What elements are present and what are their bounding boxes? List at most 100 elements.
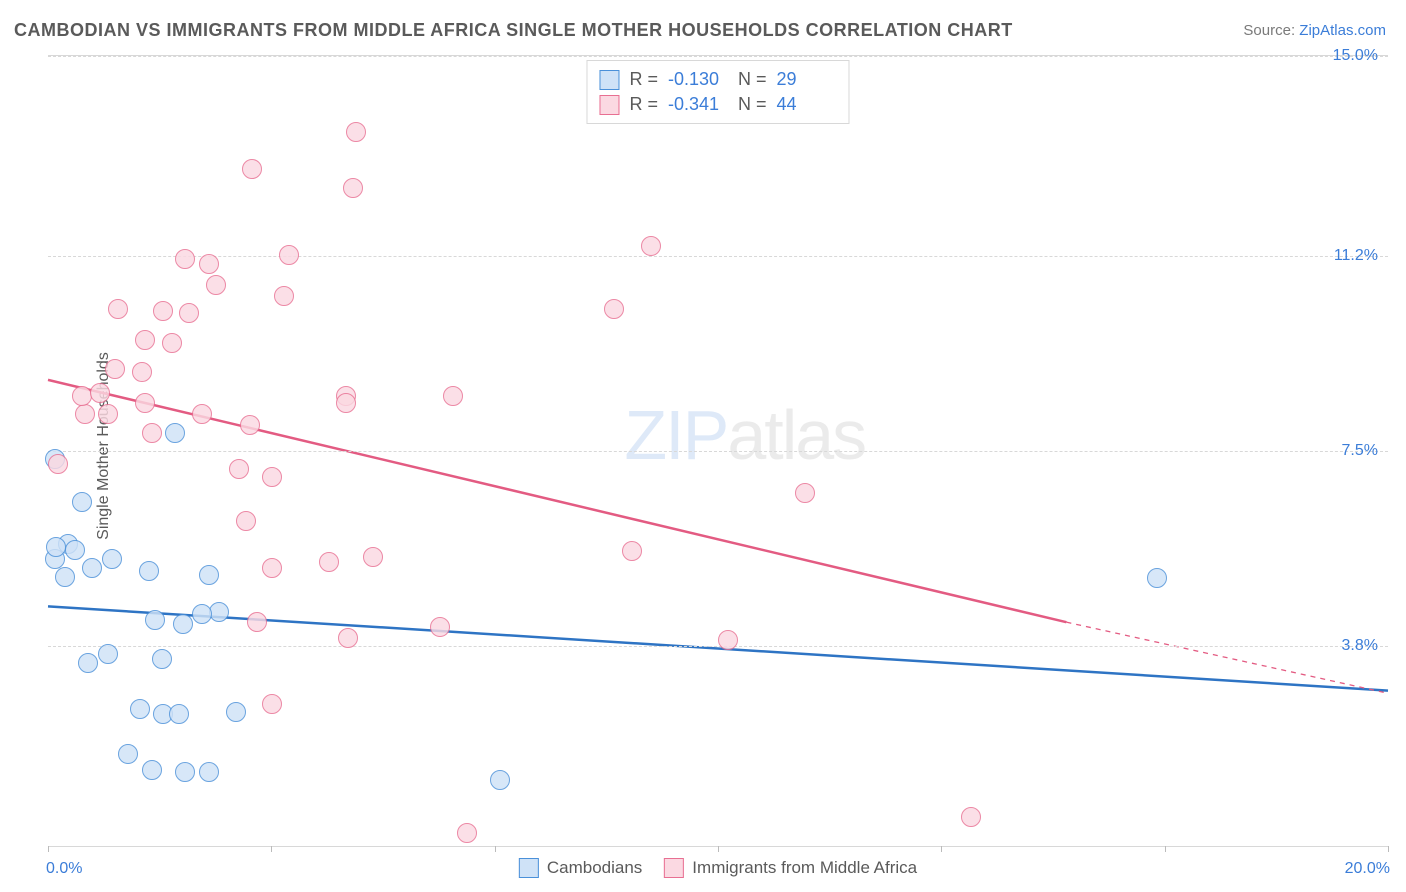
scatter-point-blue (145, 610, 165, 630)
scatter-point-blue (118, 744, 138, 764)
x-axis-max: 20.0% (1345, 860, 1390, 878)
scatter-point-pink (262, 694, 282, 714)
x-tick-mark (1388, 846, 1389, 852)
scatter-point-blue (199, 762, 219, 782)
r-value: -0.130 (668, 69, 728, 90)
scatter-point-pink (175, 249, 195, 269)
legend-label: Cambodians (547, 858, 642, 878)
scatter-point-pink (795, 483, 815, 503)
scatter-point-pink (247, 612, 267, 632)
scatter-point-pink (718, 630, 738, 650)
scatter-point-pink (262, 467, 282, 487)
trend-line-dashed-pink (1066, 622, 1388, 693)
y-tick-label: 15.0% (1333, 47, 1378, 65)
scatter-point-pink (430, 617, 450, 637)
scatter-point-pink (153, 301, 173, 321)
scatter-point-blue (46, 537, 66, 557)
x-tick-mark (1165, 846, 1166, 852)
correlation-stats-box: R = -0.130 N = 29 R = -0.341 N = 44 (586, 60, 849, 124)
scatter-point-pink (142, 423, 162, 443)
gridline (48, 451, 1388, 452)
scatter-point-pink (338, 628, 358, 648)
scatter-point-blue (173, 614, 193, 634)
scatter-point-pink (242, 159, 262, 179)
chart-container: CAMBODIAN VS IMMIGRANTS FROM MIDDLE AFRI… (0, 0, 1406, 892)
scatter-point-blue (139, 561, 159, 581)
scatter-point-pink (105, 359, 125, 379)
scatter-point-pink (274, 286, 294, 306)
x-tick-mark (718, 846, 719, 852)
scatter-point-pink (961, 807, 981, 827)
watermark-atlas: atlas (727, 396, 865, 474)
scatter-point-blue (199, 565, 219, 585)
scatter-point-blue (65, 540, 85, 560)
scatter-point-pink (135, 330, 155, 350)
legend-swatch-pink (664, 858, 684, 878)
scatter-point-pink (75, 404, 95, 424)
scatter-point-blue (98, 644, 118, 664)
legend-item-blue: Cambodians (519, 858, 642, 878)
r-label: R = (629, 94, 658, 115)
gridline (48, 256, 1388, 257)
x-tick-mark (941, 846, 942, 852)
scatter-point-pink (206, 275, 226, 295)
scatter-point-pink (319, 552, 339, 572)
x-tick-mark (495, 846, 496, 852)
scatter-point-pink (98, 404, 118, 424)
n-label: N = (738, 69, 767, 90)
legend: Cambodians Immigrants from Middle Africa (519, 858, 917, 878)
stat-row-blue: R = -0.130 N = 29 (599, 67, 836, 92)
scatter-point-pink (262, 558, 282, 578)
scatter-point-pink (363, 547, 383, 567)
scatter-point-pink (622, 541, 642, 561)
x-tick-mark (48, 846, 49, 852)
scatter-point-blue (82, 558, 102, 578)
legend-swatch-blue (519, 858, 539, 878)
scatter-point-pink (236, 511, 256, 531)
scatter-point-pink (135, 393, 155, 413)
n-label: N = (738, 94, 767, 115)
source-attribution: Source: ZipAtlas.com (1243, 22, 1386, 39)
scatter-point-blue (142, 760, 162, 780)
y-tick-label: 11.2% (1334, 247, 1378, 265)
r-value: -0.341 (668, 94, 728, 115)
scatter-point-pink (604, 299, 624, 319)
x-axis-min: 0.0% (46, 860, 82, 878)
y-tick-label: 7.5% (1342, 442, 1378, 460)
scatter-point-blue (1147, 568, 1167, 588)
source-link[interactable]: ZipAtlas.com (1299, 22, 1386, 39)
chart-title: CAMBODIAN VS IMMIGRANTS FROM MIDDLE AFRI… (14, 20, 1013, 41)
scatter-point-pink (162, 333, 182, 353)
plot-area: ZIPatlas R =-0.130N =29R =-0.341N =44 0.… (48, 55, 1388, 847)
source-label: Source: (1243, 22, 1299, 39)
scatter-point-pink (240, 415, 260, 435)
stat-row-pink: R = -0.341 N = 44 (599, 92, 836, 117)
scatter-point-blue (102, 549, 122, 569)
scatter-point-pink (108, 299, 128, 319)
n-value: 44 (777, 94, 837, 115)
scatter-point-pink (192, 404, 212, 424)
scatter-point-pink (179, 303, 199, 323)
legend-item-pink: Immigrants from Middle Africa (664, 858, 917, 878)
scatter-point-blue (226, 702, 246, 722)
scatter-point-blue (72, 492, 92, 512)
scatter-point-blue (78, 653, 98, 673)
scatter-point-blue (192, 604, 212, 624)
scatter-point-pink (199, 254, 219, 274)
legend-swatch-blue (599, 70, 619, 90)
n-value: 29 (777, 69, 837, 90)
scatter-point-pink (132, 362, 152, 382)
scatter-point-pink (229, 459, 249, 479)
scatter-point-blue (169, 704, 189, 724)
scatter-point-pink (443, 386, 463, 406)
r-label: R = (629, 69, 658, 90)
scatter-point-pink (90, 383, 110, 403)
scatter-point-blue (175, 762, 195, 782)
scatter-point-pink (48, 454, 68, 474)
scatter-point-pink (641, 236, 661, 256)
legend-label: Immigrants from Middle Africa (692, 858, 917, 878)
legend-swatch-pink (599, 95, 619, 115)
watermark-zip: ZIP (624, 396, 727, 474)
scatter-point-blue (130, 699, 150, 719)
scatter-point-pink (336, 393, 356, 413)
